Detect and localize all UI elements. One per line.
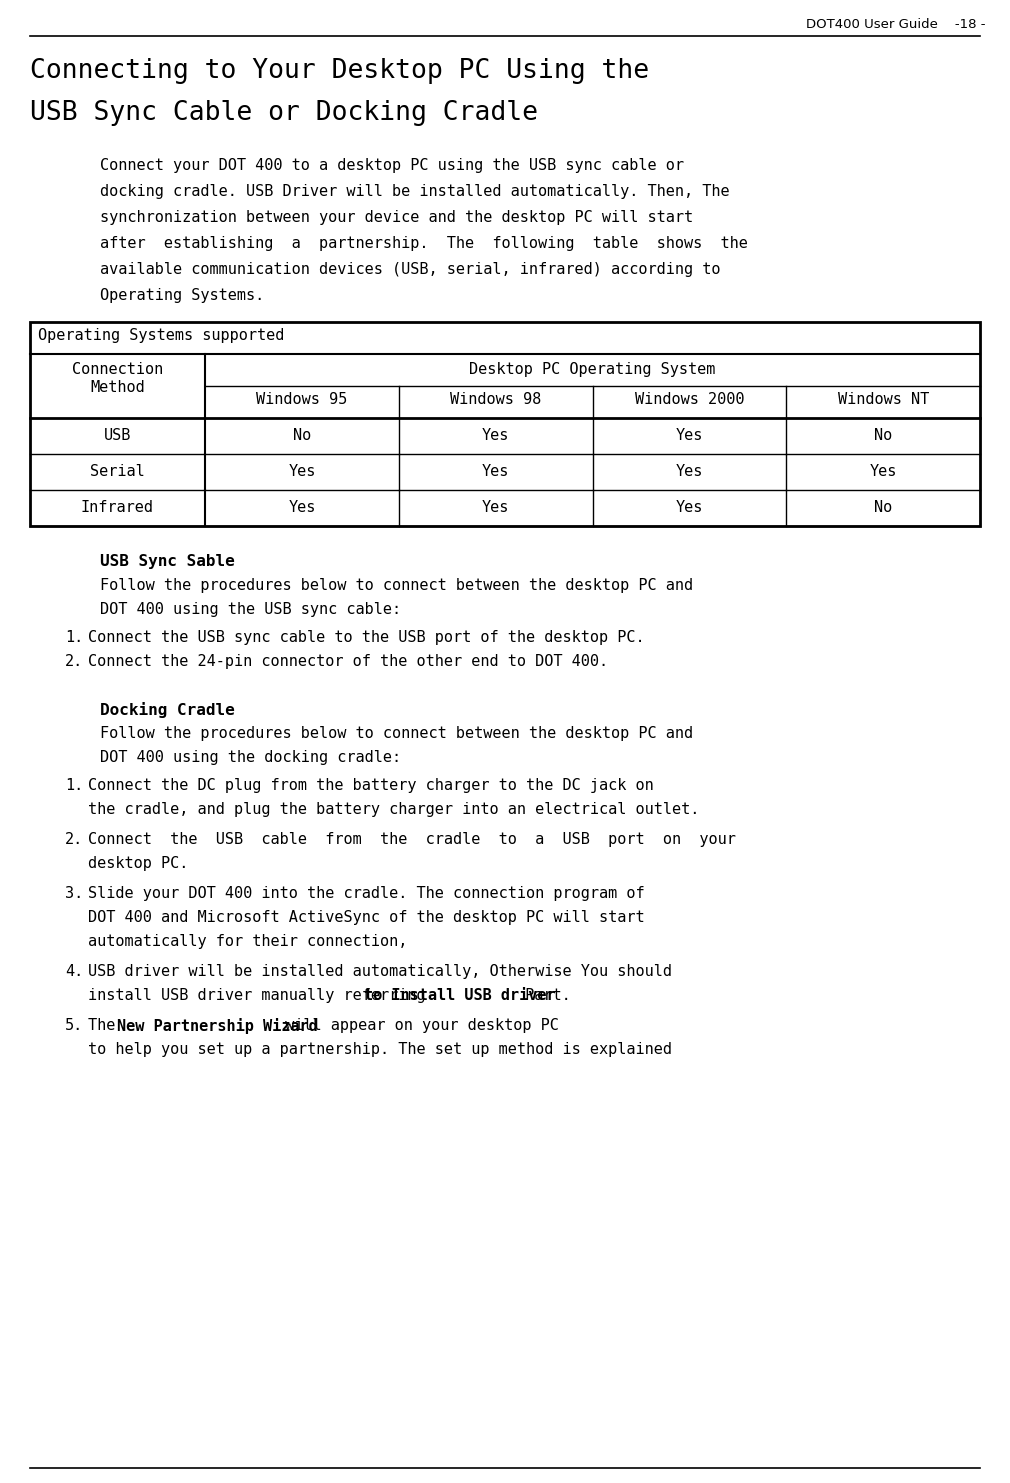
Text: Windows NT: Windows NT — [837, 392, 929, 406]
Text: No: No — [874, 500, 892, 516]
Text: 3.: 3. — [65, 885, 83, 902]
Text: 1.: 1. — [65, 630, 83, 645]
Text: Windows 95: Windows 95 — [257, 392, 347, 406]
Text: Connect the 24-pin connector of the other end to DOT 400.: Connect the 24-pin connector of the othe… — [88, 654, 608, 669]
Text: 2.: 2. — [65, 832, 83, 847]
Text: Yes: Yes — [288, 500, 315, 516]
Text: Connect your DOT 400 to a desktop PC using the USB sync cable or: Connect your DOT 400 to a desktop PC usi… — [100, 159, 684, 174]
Text: DOT 400 and Microsoft ActiveSync of the desktop PC will start: DOT 400 and Microsoft ActiveSync of the … — [88, 911, 644, 925]
Text: synchronization between your device and the desktop PC will start: synchronization between your device and … — [100, 211, 693, 225]
Text: USB driver will be installed automatically, Otherwise You should: USB driver will be installed automatical… — [88, 964, 672, 979]
Text: Yes: Yes — [676, 429, 703, 443]
Text: No: No — [874, 429, 892, 443]
Text: Follow the procedures below to connect between the desktop PC and: Follow the procedures below to connect b… — [100, 727, 693, 742]
Text: No: No — [293, 429, 311, 443]
Text: Yes: Yes — [482, 464, 509, 479]
Text: after  establishing  a  partnership.  The  following  table  shows  the: after establishing a partnership. The fo… — [100, 236, 747, 251]
Text: Connect the DC plug from the battery charger to the DC jack on: Connect the DC plug from the battery cha… — [88, 779, 653, 793]
Text: Yes: Yes — [676, 500, 703, 516]
Text: The: The — [88, 1017, 124, 1034]
Text: desktop PC.: desktop PC. — [88, 856, 189, 871]
Text: Serial: Serial — [90, 464, 144, 479]
Text: 2.: 2. — [65, 654, 83, 669]
Text: Connect  the  USB  cable  from  the  cradle  to  a  USB  port  on  your: Connect the USB cable from the cradle to… — [88, 832, 736, 847]
Text: USB Sync Cable or Docking Cradle: USB Sync Cable or Docking Cradle — [30, 99, 538, 126]
Text: automatically for their connection,: automatically for their connection, — [88, 934, 407, 949]
Text: available communication devices (USB, serial, infrared) according to: available communication devices (USB, se… — [100, 262, 720, 277]
Text: Part.: Part. — [516, 988, 571, 1003]
Text: Windows 98: Windows 98 — [450, 392, 541, 406]
Text: Connect the USB sync cable to the USB port of the desktop PC.: Connect the USB sync cable to the USB po… — [88, 630, 644, 645]
Text: 4.: 4. — [65, 964, 83, 979]
Text: Yes: Yes — [288, 464, 315, 479]
Text: DOT 400 using the docking cradle:: DOT 400 using the docking cradle: — [100, 750, 401, 765]
Text: Windows 2000: Windows 2000 — [634, 392, 744, 406]
Text: Follow the procedures below to connect between the desktop PC and: Follow the procedures below to connect b… — [100, 578, 693, 593]
Text: 5.: 5. — [65, 1017, 83, 1034]
Text: to help you set up a partnership. The set up method is explained: to help you set up a partnership. The se… — [88, 1043, 672, 1057]
Bar — [30, 322, 980, 526]
Text: Yes: Yes — [676, 464, 703, 479]
Text: to Install USB driver: to Install USB driver — [364, 988, 556, 1003]
Text: Infrared: Infrared — [81, 500, 154, 516]
Text: Connecting to Your Desktop PC Using the: Connecting to Your Desktop PC Using the — [30, 58, 649, 85]
Text: the cradle, and plug the battery charger into an electrical outlet.: the cradle, and plug the battery charger… — [88, 802, 699, 817]
Text: Yes: Yes — [482, 500, 509, 516]
Text: USB Sync Sable: USB Sync Sable — [100, 555, 234, 569]
Text: USB: USB — [104, 429, 131, 443]
Text: Operating Systems supported: Operating Systems supported — [38, 328, 285, 343]
Text: New Partnership Wizard: New Partnership Wizard — [117, 1017, 318, 1034]
Text: Operating Systems.: Operating Systems. — [100, 288, 265, 303]
Text: Slide your DOT 400 into the cradle. The connection program of: Slide your DOT 400 into the cradle. The … — [88, 885, 644, 902]
Text: Connection: Connection — [72, 362, 164, 377]
Text: Method: Method — [90, 380, 144, 394]
Text: 1.: 1. — [65, 779, 83, 793]
Text: Desktop PC Operating System: Desktop PC Operating System — [470, 362, 716, 377]
Text: Yes: Yes — [870, 464, 897, 479]
Text: Yes: Yes — [482, 429, 509, 443]
Text: DOT400 User Guide    -18 -: DOT400 User Guide -18 - — [806, 18, 985, 31]
Text: DOT 400 using the USB sync cable:: DOT 400 using the USB sync cable: — [100, 602, 401, 617]
Text: docking cradle. USB Driver will be installed automatically. Then, The: docking cradle. USB Driver will be insta… — [100, 184, 729, 199]
Text: Docking Cradle: Docking Cradle — [100, 701, 234, 718]
Text: will appear on your desktop PC: will appear on your desktop PC — [277, 1017, 560, 1034]
Text: install USB driver manually referring: install USB driver manually referring — [88, 988, 434, 1003]
